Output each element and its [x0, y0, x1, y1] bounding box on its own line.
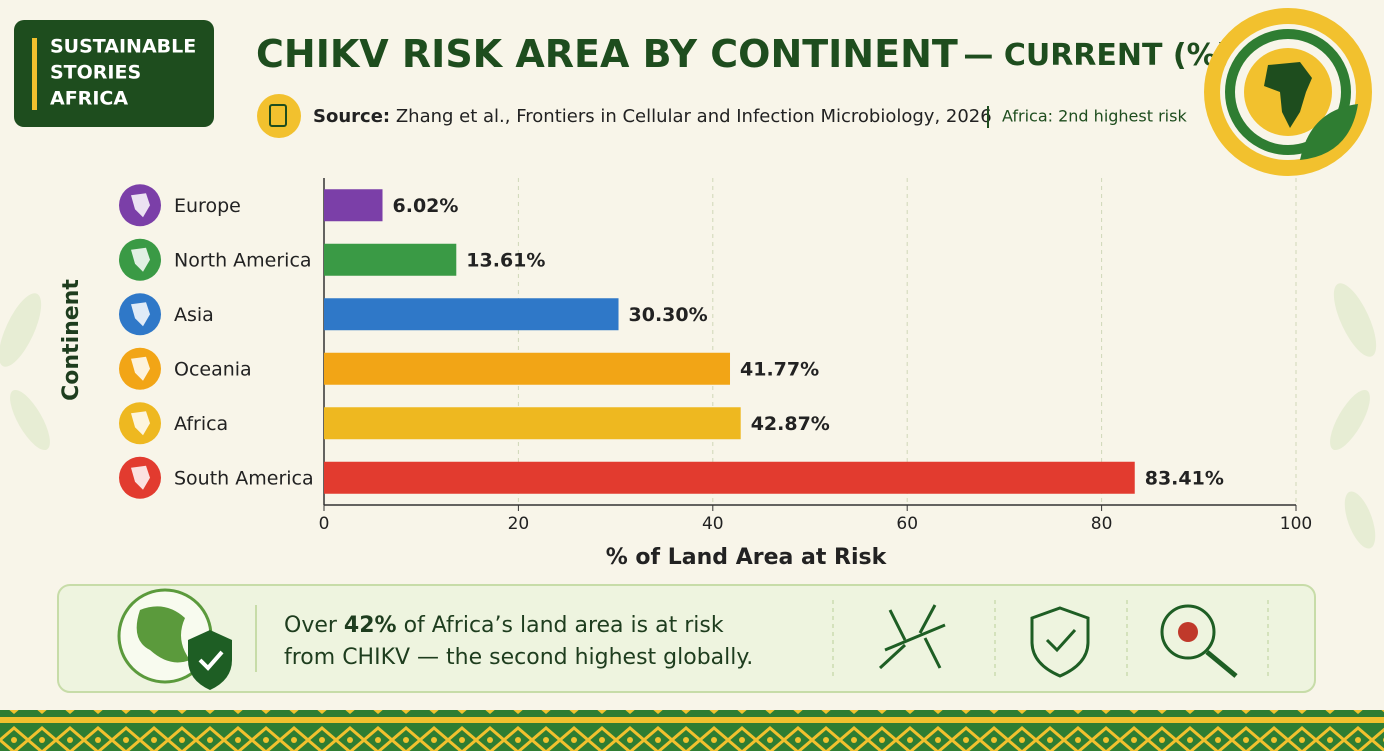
- value-label: 83.41%: [1145, 467, 1224, 489]
- leaf-decoration: [0, 283, 1377, 549]
- title-main: CHIKV RISK AREA BY CONTINENT: [256, 32, 958, 76]
- value-label: 30.30%: [629, 304, 708, 326]
- x-tick-label: 0: [319, 514, 330, 534]
- y-tick-label: Oceania: [174, 358, 252, 380]
- y-tick-label: Africa: [174, 413, 228, 435]
- callout-line: from CHIKV — the second highest globally…: [284, 645, 753, 670]
- value-label: 41.77%: [740, 358, 819, 380]
- continent-icon-shape: [131, 356, 150, 381]
- bar: [324, 407, 741, 440]
- x-axis-label: % of Land Area at Risk: [606, 545, 888, 570]
- value-label: 6.02%: [393, 195, 459, 217]
- callout-lead: Over: [284, 613, 338, 638]
- bar: [324, 352, 731, 385]
- y-tick-label: Asia: [174, 304, 214, 326]
- x-tick-label: 40: [702, 514, 724, 534]
- mosquito-icon: [878, 604, 946, 670]
- border-pattern: [0, 710, 1384, 751]
- value-label: 13.61%: [466, 249, 545, 271]
- source-label: Source:: [313, 106, 390, 127]
- callout: Over 42% of Africa’s land area is at ris…: [57, 584, 1316, 693]
- continent-icon-shape: [131, 247, 150, 272]
- continent-icon-shape: [131, 193, 150, 218]
- chart-title: CHIKV RISK AREA BY CONTINENT — CURRENT (…: [256, 32, 1230, 76]
- bar: [324, 298, 619, 331]
- bar: [324, 243, 457, 276]
- source-row: Source: Zhang et al., Frontiers in Cellu…: [257, 94, 1187, 138]
- brand-line: STORIES: [50, 62, 141, 84]
- y-tick-label: South America: [174, 467, 314, 489]
- bar: [324, 189, 383, 222]
- y-tick-label: Europe: [174, 195, 241, 217]
- brand-badge: SUSTAINABLE STORIES AFRICA: [14, 20, 214, 127]
- callout-line: Over 42% of Africa’s land area is at ris…: [284, 613, 724, 638]
- callout-text: of Africa’s land area is at risk: [404, 613, 724, 638]
- continent-icon-shape: [131, 302, 150, 327]
- logo: [1204, 8, 1372, 176]
- callout-highlight: 42%: [344, 613, 397, 638]
- source-text: Source: Zhang et al., Frontiers in Cellu…: [313, 106, 992, 127]
- virus-search-icon: [1160, 604, 1238, 678]
- value-label: 42.87%: [751, 413, 830, 435]
- bar: [324, 461, 1135, 494]
- continent-icon-shape: [131, 411, 150, 436]
- source: Zhang et al., Frontiers in Cellular and …: [396, 106, 992, 127]
- x-tick-label: 20: [508, 514, 530, 534]
- x-tick-label: 60: [896, 514, 918, 534]
- brand-line: SUSTAINABLE: [50, 36, 196, 58]
- x-tick-label: 100: [1280, 514, 1312, 534]
- y-axis-label: Continent: [59, 279, 84, 401]
- plot-area: 0 20 40 60 80 100 % of Land Area at Risk Contin…: [59, 178, 1312, 570]
- title-qualifier: — CURRENT (%): [963, 38, 1230, 73]
- brand-line: AFRICA: [50, 88, 128, 110]
- shield-icon: [1030, 606, 1090, 678]
- continent-icon-shape: [131, 465, 150, 490]
- y-tick-label: North America: [174, 249, 312, 271]
- x-tick-label: 80: [1091, 514, 1113, 534]
- note: Africa: 2nd highest risk: [1002, 107, 1187, 126]
